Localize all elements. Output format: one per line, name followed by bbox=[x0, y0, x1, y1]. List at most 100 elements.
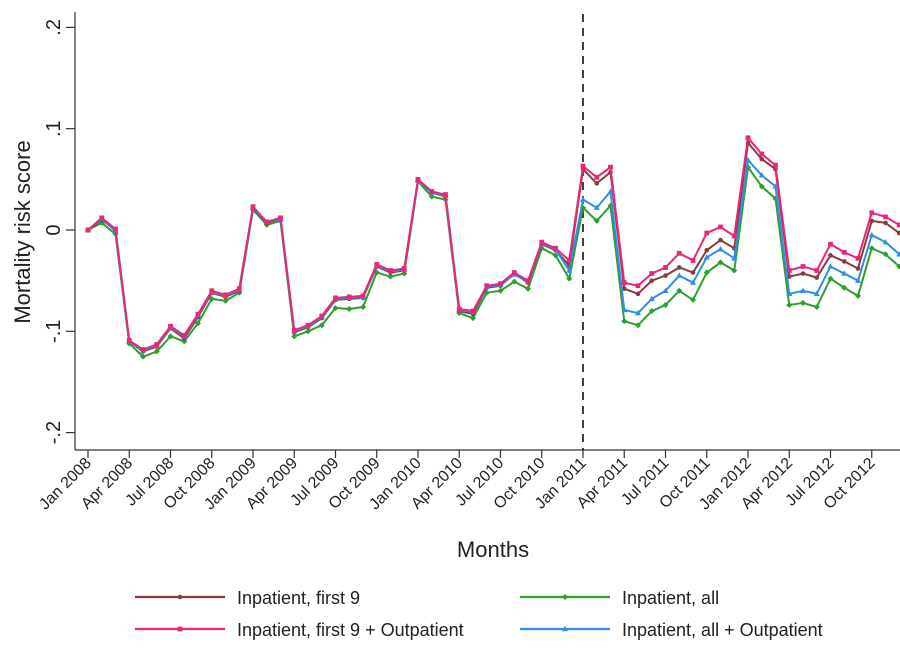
data-point bbox=[511, 278, 518, 285]
data-point bbox=[648, 295, 655, 302]
data-point bbox=[786, 268, 792, 273]
series-inpatient-first-9-outpatient bbox=[85, 135, 900, 352]
data-point bbox=[291, 333, 298, 340]
data-point bbox=[223, 292, 228, 298]
data-point bbox=[717, 259, 724, 266]
data-point bbox=[85, 227, 91, 233]
legend-label: Inpatient, first 9 + Outpatient bbox=[237, 620, 464, 640]
y-tick-label: .1 bbox=[43, 120, 65, 137]
legend-label: Inpatient, first 9 bbox=[237, 588, 360, 608]
data-point bbox=[745, 135, 751, 141]
legend-item: Inpatient, all + Outpatient bbox=[520, 620, 823, 640]
data-point bbox=[387, 273, 394, 280]
data-point bbox=[250, 204, 256, 210]
data-point bbox=[703, 254, 710, 260]
data-point bbox=[841, 284, 848, 291]
legend-swatch-marker bbox=[562, 594, 568, 600]
data-point bbox=[841, 249, 847, 255]
data-point bbox=[718, 237, 723, 243]
data-point bbox=[868, 245, 875, 252]
data-point bbox=[896, 230, 900, 236]
data-point bbox=[374, 262, 380, 267]
data-point bbox=[882, 251, 889, 258]
data-point bbox=[717, 246, 724, 252]
data-point bbox=[676, 265, 682, 270]
data-point bbox=[511, 270, 517, 275]
legend-item: Inpatient, all bbox=[520, 588, 719, 608]
data-point bbox=[318, 322, 325, 329]
data-point bbox=[621, 280, 627, 286]
data-point bbox=[828, 241, 833, 247]
data-point bbox=[745, 156, 751, 163]
data-point bbox=[731, 233, 737, 239]
data-point bbox=[663, 265, 668, 270]
data-point bbox=[525, 278, 531, 284]
data-point bbox=[429, 189, 435, 194]
data-point bbox=[773, 162, 778, 168]
data-point bbox=[278, 215, 283, 221]
data-point bbox=[827, 263, 834, 269]
data-point bbox=[388, 268, 393, 273]
data-point bbox=[607, 188, 614, 194]
legend-swatch-marker bbox=[562, 625, 568, 632]
data-point bbox=[594, 174, 600, 180]
data-point bbox=[236, 286, 242, 292]
data-point bbox=[552, 252, 559, 259]
data-point bbox=[360, 293, 366, 299]
data-point bbox=[800, 299, 806, 306]
y-tick-label: 0 bbox=[43, 224, 65, 235]
data-point bbox=[319, 313, 325, 319]
data-point bbox=[786, 301, 793, 308]
data-point bbox=[168, 323, 173, 329]
data-point bbox=[648, 308, 655, 315]
legend-item: Inpatient, first 9 + Outpatient bbox=[135, 620, 464, 640]
data-point bbox=[758, 172, 765, 178]
data-point bbox=[635, 309, 641, 316]
data-point bbox=[813, 290, 820, 297]
data-point bbox=[827, 275, 834, 282]
data-point bbox=[896, 263, 900, 270]
data-point bbox=[814, 268, 820, 273]
data-point bbox=[553, 245, 558, 251]
data-point bbox=[497, 287, 504, 294]
data-point bbox=[896, 222, 900, 228]
data-point bbox=[772, 183, 779, 189]
data-point bbox=[855, 292, 861, 299]
data-point bbox=[525, 285, 531, 292]
data-point bbox=[882, 238, 889, 245]
x-axis-label: Months bbox=[457, 537, 529, 562]
data-point bbox=[140, 347, 146, 352]
series-layer bbox=[85, 135, 900, 360]
data-point bbox=[470, 308, 476, 314]
data-point bbox=[154, 342, 160, 347]
data-point bbox=[690, 296, 696, 303]
data-point bbox=[786, 290, 793, 297]
legend: Inpatient, first 9 Inpatient, all Inpatien… bbox=[135, 588, 823, 640]
data-point bbox=[759, 151, 765, 157]
data-point bbox=[635, 283, 641, 289]
data-point bbox=[195, 311, 201, 317]
data-point bbox=[401, 266, 407, 271]
data-point bbox=[443, 192, 448, 197]
data-point bbox=[896, 251, 900, 257]
data-point bbox=[649, 278, 655, 283]
data-point bbox=[291, 327, 297, 333]
data-point bbox=[113, 226, 118, 232]
series-inpatient-all bbox=[85, 164, 900, 360]
data-point bbox=[566, 257, 572, 263]
legend-item: Inpatient, first 9 bbox=[135, 588, 360, 608]
data-point bbox=[676, 272, 683, 278]
data-point bbox=[690, 279, 696, 285]
y-tick-label: -.1 bbox=[43, 320, 65, 343]
data-point bbox=[484, 283, 490, 289]
data-point bbox=[883, 214, 888, 220]
legend-label: Inpatient, all + Outpatient bbox=[622, 620, 823, 640]
data-point bbox=[676, 250, 682, 256]
data-point bbox=[346, 306, 353, 313]
data-point bbox=[649, 271, 655, 276]
data-point bbox=[841, 270, 848, 276]
data-point bbox=[621, 286, 627, 292]
data-point bbox=[635, 322, 641, 329]
